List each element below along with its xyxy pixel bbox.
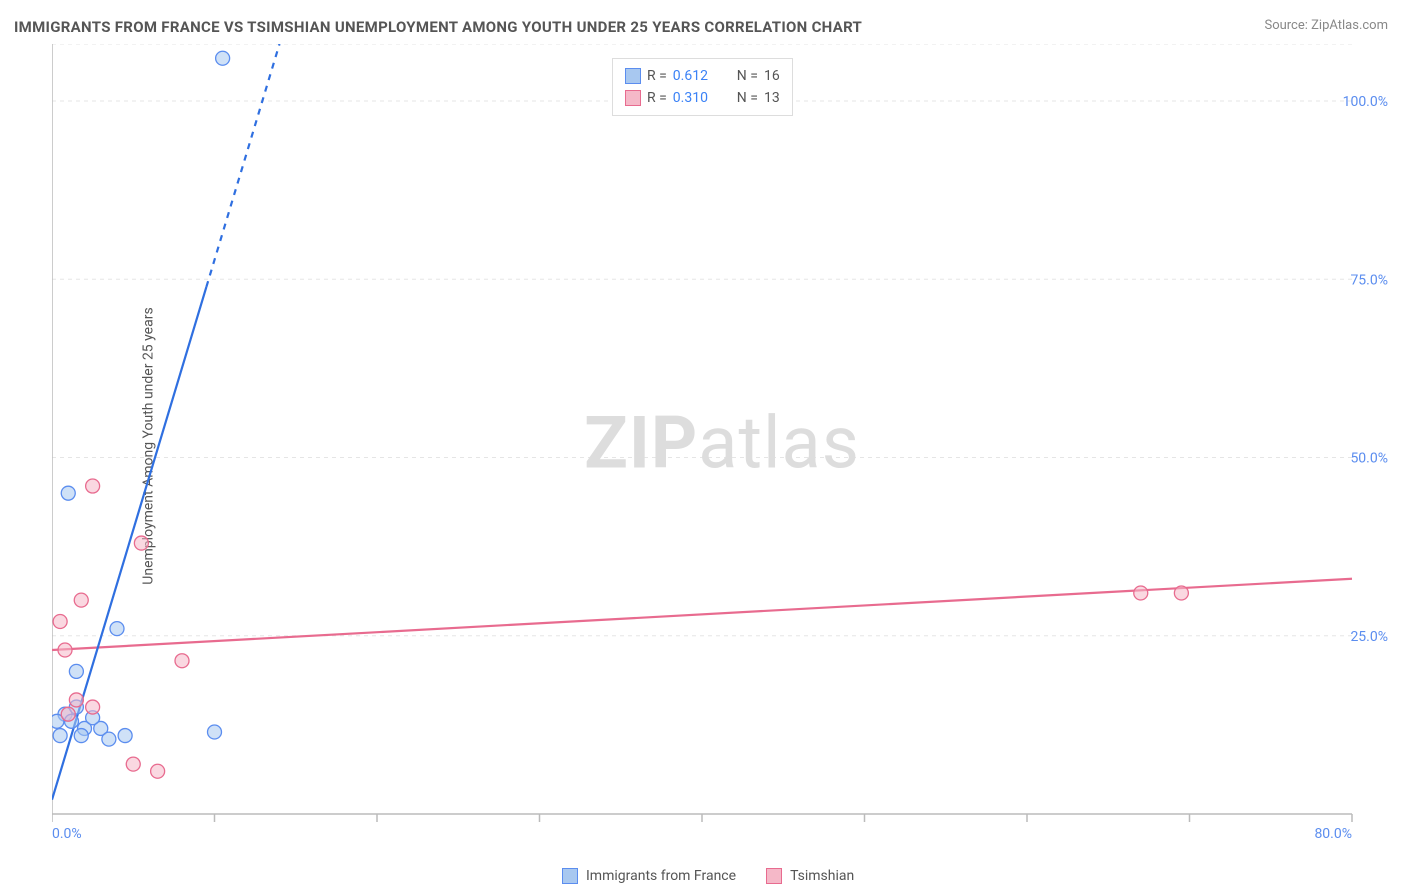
series-name: Tsimshian [790, 868, 854, 884]
data-point [216, 51, 230, 65]
data-point [151, 764, 165, 778]
r-label: R = [647, 68, 667, 84]
legend-swatch [766, 868, 782, 884]
data-point [61, 486, 75, 500]
series-name: Immigrants from France [586, 868, 736, 884]
data-point [175, 654, 189, 668]
n-value: 16 [764, 68, 780, 84]
data-point [61, 707, 75, 721]
data-point [74, 729, 88, 743]
legend-swatch [562, 868, 578, 884]
correlation-legend: R = 0.612 N = 16 R = 0.310 N = 13 [612, 58, 793, 116]
data-point [102, 732, 116, 746]
chart-canvas: 0.0% 80.0% 25.0% 50.0% 75.0% 100.0% [52, 44, 1392, 842]
legend-row: R = 0.310 N = 13 [625, 87, 780, 109]
data-point [208, 725, 222, 739]
source-attribution: Source: ZipAtlas.com [1264, 18, 1388, 33]
svg-text:50.0%: 50.0% [1350, 451, 1388, 467]
r-value: 0.612 [673, 68, 721, 84]
svg-text:0.0%: 0.0% [52, 826, 82, 842]
data-point [53, 615, 67, 629]
data-point [86, 479, 100, 493]
data-point [110, 622, 124, 636]
data-point [86, 700, 100, 714]
data-point [1174, 586, 1188, 600]
svg-text:25.0%: 25.0% [1350, 629, 1388, 645]
source-prefix: Source: [1264, 18, 1311, 33]
r-label: R = [647, 90, 667, 106]
r-value: 0.310 [673, 90, 721, 106]
data-point [126, 757, 140, 771]
n-label: N = [737, 68, 758, 84]
data-point [69, 693, 83, 707]
data-point [118, 729, 132, 743]
series-legend-item: Immigrants from France [562, 868, 736, 884]
data-point [1134, 586, 1148, 600]
data-point [69, 664, 83, 678]
legend-swatch [625, 68, 641, 84]
series-legend-item: Tsimshian [766, 868, 854, 884]
scatter-plot: 0.0%80.0%25.0%50.0%75.0%100.0% ZIPatlas … [52, 44, 1392, 842]
data-point [58, 643, 72, 657]
chart-title: IMMIGRANTS FROM FRANCE VS TSIMSHIAN UNEM… [14, 18, 862, 36]
svg-text:80.0%: 80.0% [1314, 826, 1352, 842]
legend-swatch [625, 90, 641, 106]
source-link[interactable]: ZipAtlas.com [1311, 18, 1388, 33]
data-point [53, 729, 67, 743]
n-label: N = [737, 90, 758, 106]
series-legend: Immigrants from France Tsimshian [562, 868, 854, 884]
data-point [134, 536, 148, 550]
data-point [74, 593, 88, 607]
n-value: 13 [764, 90, 780, 106]
svg-text:75.0%: 75.0% [1350, 272, 1388, 288]
legend-row: R = 0.612 N = 16 [625, 65, 780, 87]
svg-text:100.0%: 100.0% [1343, 94, 1388, 110]
